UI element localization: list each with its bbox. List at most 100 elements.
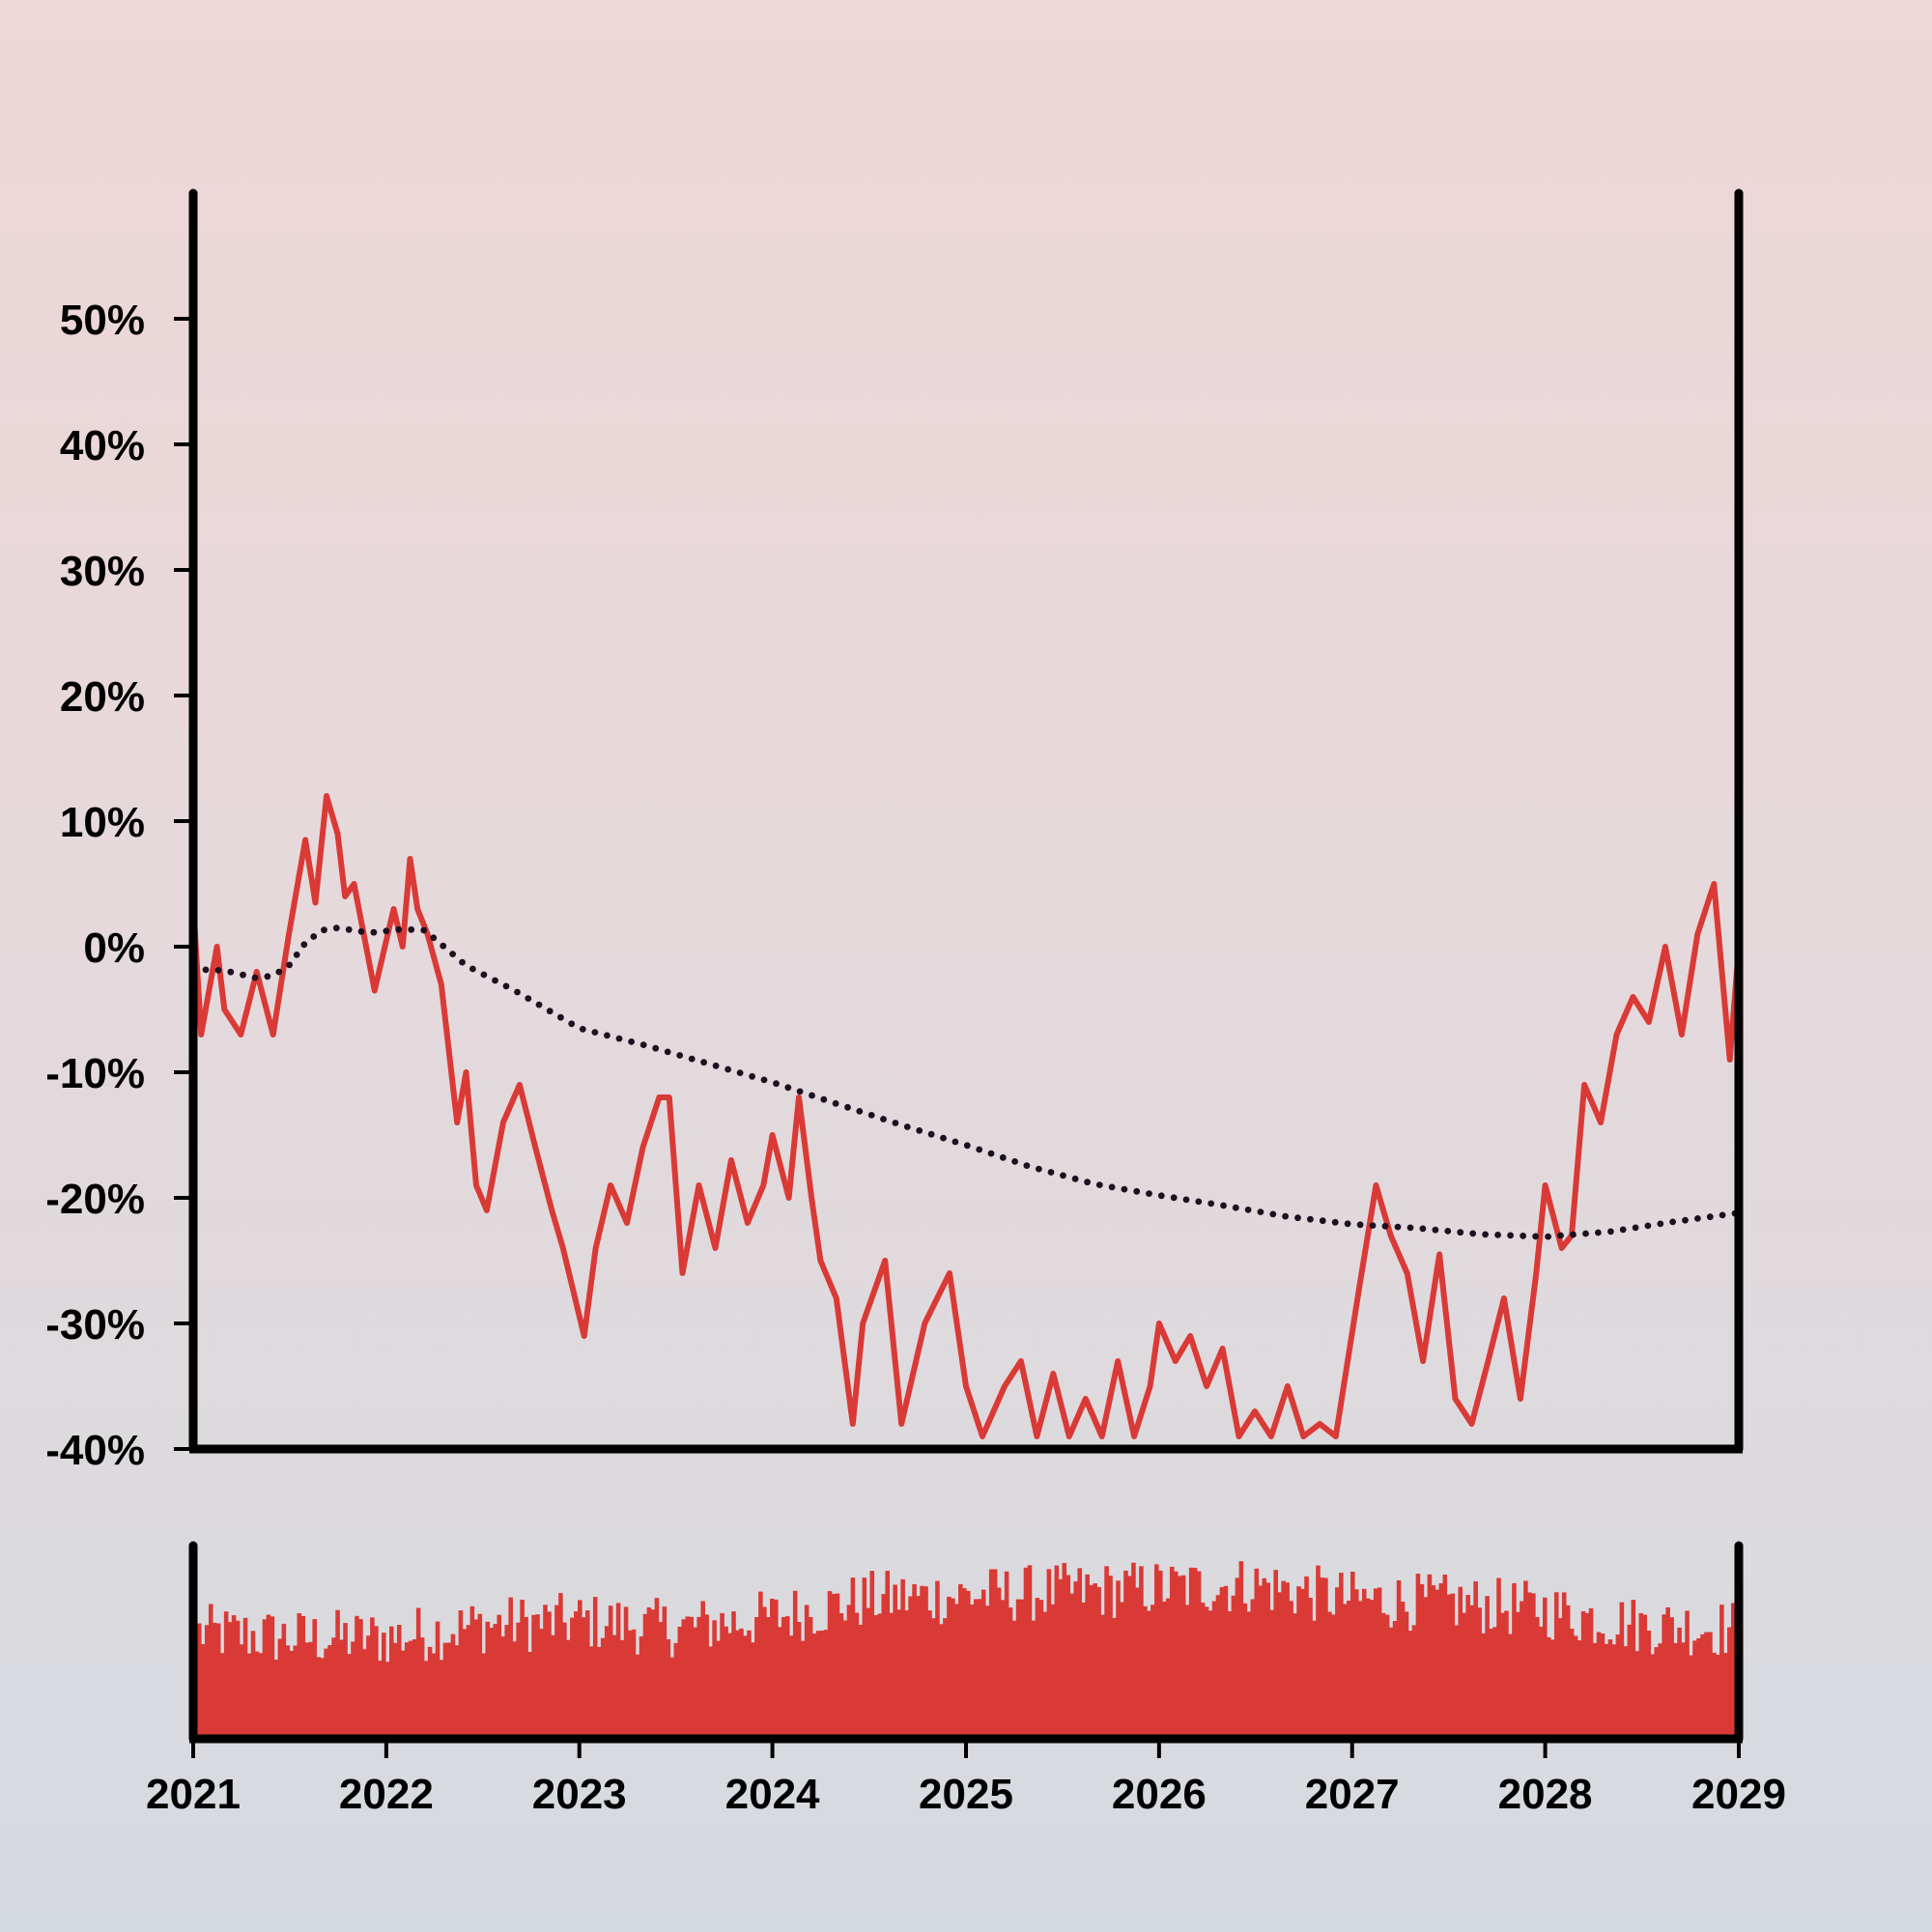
volume-bar xyxy=(539,1629,544,1739)
volume-bar xyxy=(1465,1595,1470,1739)
moving-average-dot xyxy=(1047,1169,1055,1176)
volume-bar xyxy=(646,1607,652,1739)
x-tick-label: 2022 xyxy=(339,1771,434,1818)
moving-average-dot xyxy=(1244,1207,1252,1213)
volume-bar xyxy=(1139,1566,1144,1739)
volume-bar xyxy=(735,1630,740,1739)
moving-average-dot xyxy=(286,961,293,969)
moving-average-dot xyxy=(1444,1228,1452,1235)
volume-bar xyxy=(1081,1602,1086,1739)
volume-bar xyxy=(796,1622,802,1739)
volume-bar xyxy=(204,1625,210,1739)
moving-average-dot xyxy=(1682,1216,1689,1224)
moving-average-dot xyxy=(1356,1221,1364,1229)
volume-bar xyxy=(1169,1566,1175,1739)
volume-bar xyxy=(262,1619,268,1739)
volume-bar xyxy=(1592,1642,1598,1739)
moving-average-dot xyxy=(310,933,318,940)
moving-average-dot xyxy=(999,1153,1007,1161)
volume-bar xyxy=(389,1626,394,1739)
volume-bar xyxy=(473,1619,479,1739)
volume-bar xyxy=(1177,1576,1182,1739)
volume-bar xyxy=(947,1596,952,1739)
moving-average-dot xyxy=(1195,1198,1203,1206)
volume-bar xyxy=(819,1631,825,1739)
volume-bar xyxy=(246,1653,252,1739)
volume-bar xyxy=(962,1588,967,1739)
volume-bar xyxy=(1611,1644,1617,1739)
moving-average-dot xyxy=(591,1029,599,1036)
volume-bar xyxy=(731,1611,736,1739)
volume-bar xyxy=(1269,1609,1274,1739)
moving-average-dot xyxy=(832,1099,839,1107)
volume-bar xyxy=(727,1633,732,1739)
volume-bar xyxy=(554,1605,559,1739)
volume-bar xyxy=(984,1605,990,1739)
moving-average-dot xyxy=(1469,1230,1477,1237)
moving-average-dot xyxy=(916,1127,923,1134)
volume-bar xyxy=(242,1617,248,1739)
moving-average-dot xyxy=(796,1088,804,1095)
volume-bar xyxy=(1343,1604,1348,1739)
volume-bar xyxy=(1500,1612,1505,1739)
volume-bar xyxy=(1215,1595,1221,1739)
moving-average-dot xyxy=(214,967,222,974)
moving-average-dot xyxy=(469,965,476,973)
volume-bar xyxy=(1277,1592,1282,1739)
moving-average-dot xyxy=(321,926,327,934)
volume-bar xyxy=(669,1657,675,1739)
volume-bar xyxy=(1508,1634,1513,1739)
moving-average-dot xyxy=(903,1123,911,1130)
volume-bar xyxy=(1127,1576,1132,1739)
moving-average-dot xyxy=(1232,1204,1239,1211)
moving-average-dot xyxy=(628,1038,635,1045)
volume-bar xyxy=(439,1660,444,1739)
volume-bar xyxy=(639,1636,644,1739)
moving-average-dot xyxy=(408,925,415,933)
volume-bar xyxy=(1143,1605,1148,1739)
volume-bar xyxy=(1031,1620,1037,1739)
volume-bar xyxy=(823,1630,829,1739)
y-tick-label: -10% xyxy=(45,1050,145,1097)
moving-average-dot xyxy=(856,1108,864,1115)
volume-bar xyxy=(1373,1588,1378,1739)
volume-bar xyxy=(1404,1611,1409,1739)
volume-bar xyxy=(877,1613,883,1739)
moving-average-dot xyxy=(240,971,246,979)
volume-bar xyxy=(973,1599,979,1739)
y-tick-label: -20% xyxy=(45,1176,145,1223)
volume-bar xyxy=(596,1646,602,1739)
volume-bar xyxy=(1549,1639,1555,1739)
volume-panel: 2021 2022 2023 2024 2025 2026 2027 2028 2029 xyxy=(146,1541,1786,1818)
volume-bar xyxy=(1400,1602,1406,1739)
volume-bar xyxy=(600,1637,606,1739)
volume-bar xyxy=(1211,1601,1217,1739)
volume-bar xyxy=(658,1622,664,1739)
volume-bar xyxy=(466,1625,471,1739)
moving-average-dot xyxy=(275,968,283,976)
moving-average-dot xyxy=(1557,1232,1564,1239)
volume-bar xyxy=(988,1569,994,1739)
volume-bar xyxy=(343,1623,348,1739)
volume-bar xyxy=(1357,1601,1363,1739)
volume-bar xyxy=(208,1604,213,1739)
volume-bar xyxy=(631,1629,637,1739)
volume-bar xyxy=(1281,1580,1286,1739)
moving-average-dot xyxy=(502,982,510,990)
moving-average-dot xyxy=(1694,1215,1701,1222)
volume-bar xyxy=(254,1651,260,1739)
volume-bar xyxy=(500,1636,505,1739)
volume-bar xyxy=(1535,1616,1540,1739)
volume-bar xyxy=(454,1645,460,1739)
volume-bar xyxy=(1607,1639,1613,1739)
volume-bar xyxy=(1023,1567,1029,1739)
volume-bar xyxy=(1208,1610,1213,1739)
moving-average-dot xyxy=(345,925,353,933)
volume-bar xyxy=(1469,1605,1474,1739)
volume-bar xyxy=(1073,1581,1079,1739)
volume-bar xyxy=(1069,1593,1075,1739)
volume-bar xyxy=(347,1654,352,1739)
volume-bar xyxy=(378,1661,383,1739)
volume-bar xyxy=(1285,1582,1290,1739)
